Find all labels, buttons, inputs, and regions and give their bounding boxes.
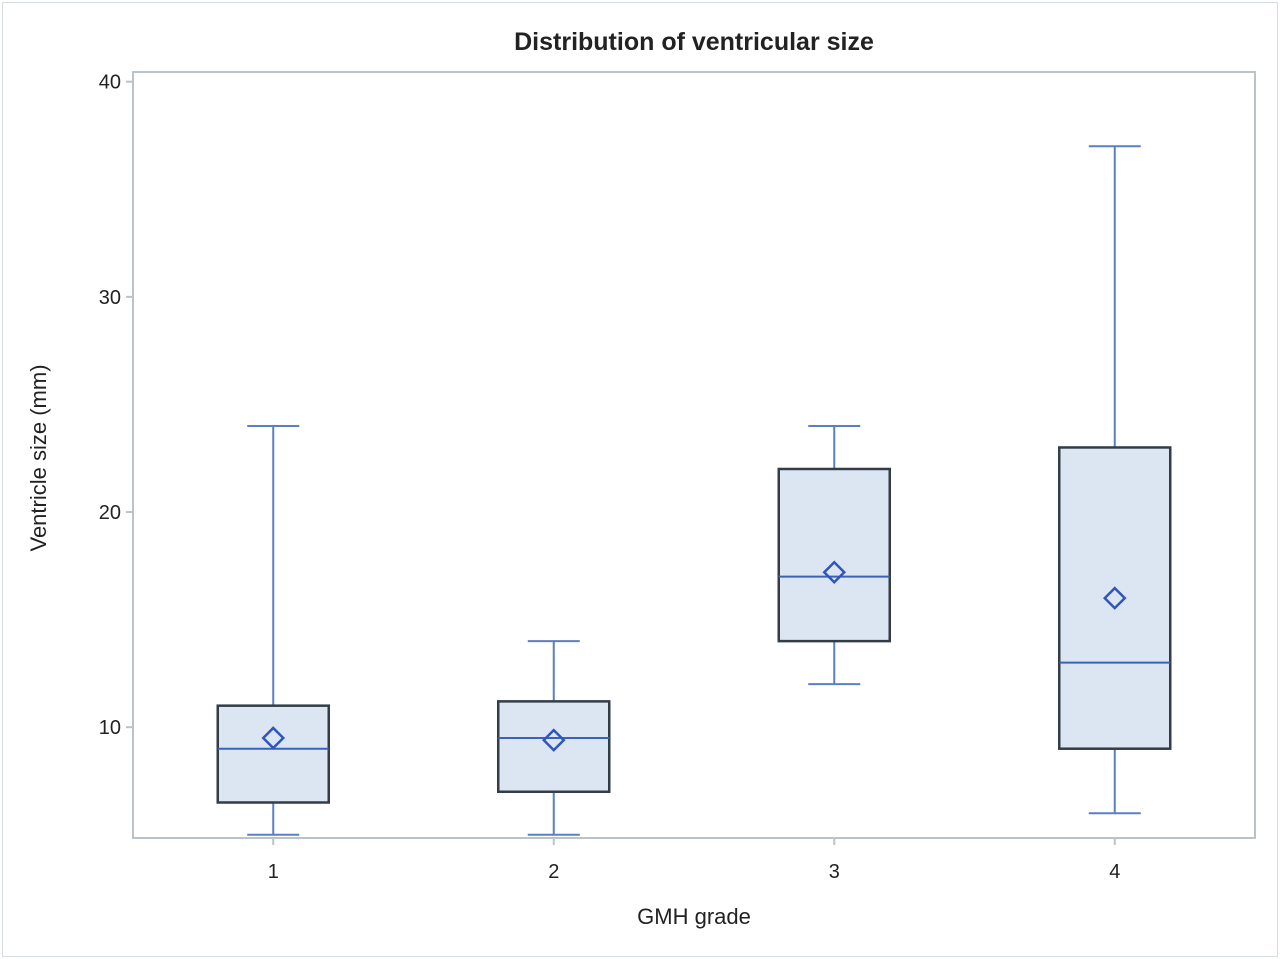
y-axis-label: Ventricle size (mm) xyxy=(26,364,51,551)
y-tick-label: 40 xyxy=(99,72,121,94)
x-tick-label: 3 xyxy=(829,861,840,883)
box-iqr xyxy=(497,700,611,793)
x-tick-label: 1 xyxy=(268,861,279,883)
y-tick-label: 10 xyxy=(99,717,121,739)
mean-marker xyxy=(822,560,847,585)
box-iqr xyxy=(1058,446,1172,750)
mean-marker xyxy=(1102,586,1127,610)
mean-marker xyxy=(261,726,286,750)
box-iqr xyxy=(777,467,891,643)
y-tick-label: 30 xyxy=(99,287,121,309)
x-tick-label: 2 xyxy=(548,861,559,883)
box-iqr xyxy=(216,704,330,804)
x-tick-label: 4 xyxy=(1109,861,1120,883)
mean-marker xyxy=(541,728,566,752)
plot-frame xyxy=(132,71,1256,839)
chart-title: Distribution of ventricular size xyxy=(514,28,874,56)
x-axis-label: GMH grade xyxy=(637,904,751,929)
y-tick-label: 20 xyxy=(99,502,121,524)
